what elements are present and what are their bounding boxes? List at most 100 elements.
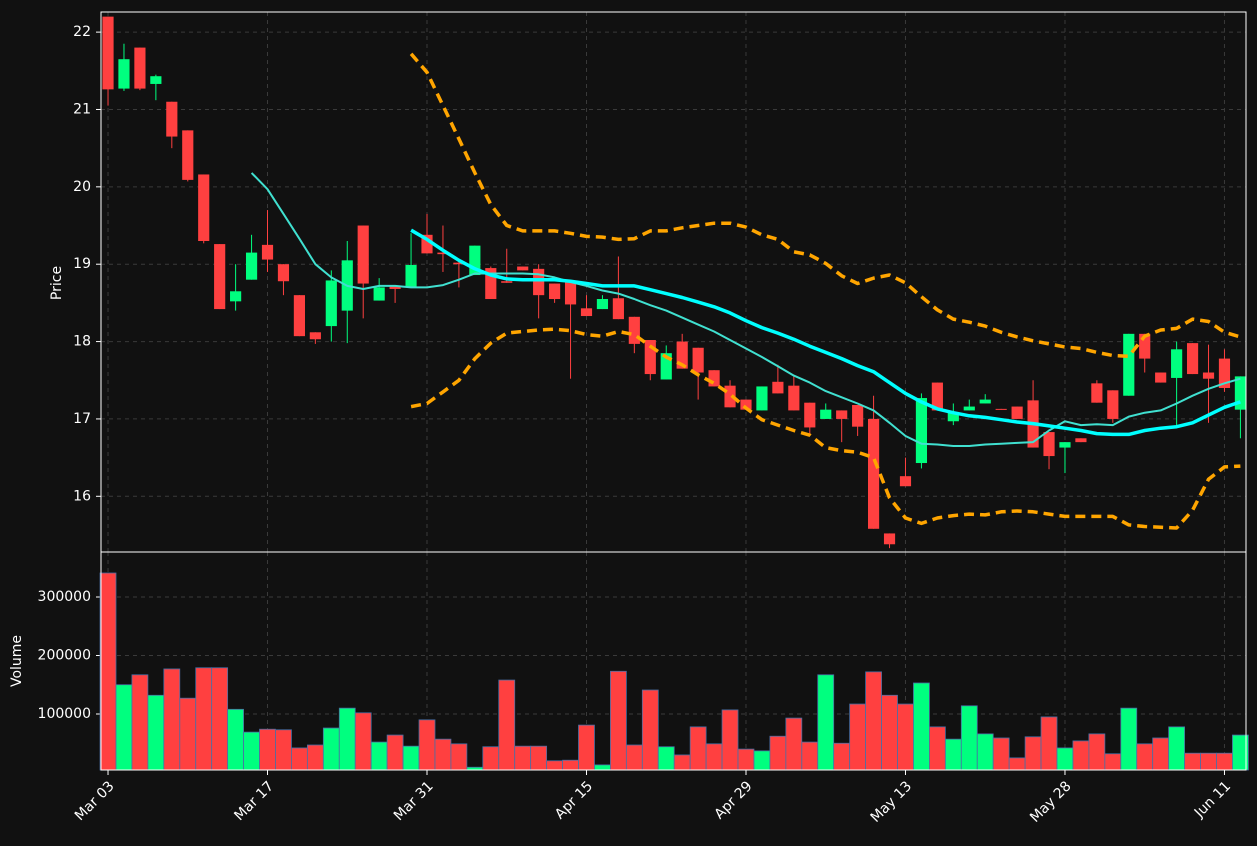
- volume-bar: [1200, 752, 1217, 771]
- candle-body: [947, 411, 959, 422]
- volume-bar: [1056, 747, 1074, 771]
- candle-body: [245, 252, 258, 280]
- volume-bar: [562, 759, 579, 771]
- candle-body: [788, 385, 800, 411]
- candle-body: [277, 264, 290, 282]
- volume-bar: [1040, 716, 1058, 771]
- candle-body: [1139, 333, 1151, 359]
- volume-bar: [115, 684, 133, 771]
- volume-bar: [897, 703, 914, 771]
- y-tick-label: 22: [73, 24, 91, 40]
- volume-bar: [306, 744, 324, 771]
- candle-body: [517, 266, 529, 271]
- y-tick-label: 18: [73, 334, 91, 350]
- candle-body: [118, 59, 130, 89]
- candle-body: [1155, 372, 1167, 383]
- candle-body: [708, 370, 720, 387]
- candle-body: [469, 245, 481, 276]
- candle-body: [325, 280, 337, 327]
- volume-bar: [976, 733, 994, 771]
- candle-body: [724, 385, 736, 408]
- candle-body: [612, 298, 624, 320]
- volume-bar: [259, 728, 276, 771]
- volume-bar: [753, 750, 771, 771]
- volume-bar: [1088, 733, 1106, 771]
- candle-body: [596, 299, 609, 310]
- volume-bar: [578, 724, 595, 771]
- volume-bar: [785, 717, 803, 771]
- volume-bar: [211, 667, 229, 771]
- volume-bar: [99, 572, 117, 771]
- volume-bar: [849, 703, 867, 771]
- y-tick-label: 21: [73, 101, 91, 117]
- candle-body: [309, 332, 321, 340]
- volume-bar: [179, 697, 197, 771]
- volume-bar: [131, 674, 149, 771]
- volume-bar: [944, 738, 962, 771]
- volume-bar: [689, 726, 707, 771]
- candle-body: [1043, 432, 1055, 457]
- y-tick-label: 19: [73, 256, 91, 272]
- volume-bar: [594, 764, 611, 771]
- candle-body: [1171, 349, 1183, 378]
- line: [250, 172, 1241, 447]
- plot-area: [101, 12, 1246, 552]
- candle-body: [182, 130, 194, 180]
- volume-bar: [833, 742, 851, 771]
- volume-bar: [498, 679, 516, 771]
- volume-bar: [450, 743, 468, 771]
- candle-body: [628, 316, 640, 344]
- volume-bar: [1168, 726, 1185, 771]
- candle-body: [198, 174, 210, 241]
- volume-bar: [881, 694, 898, 771]
- candle-body: [756, 386, 768, 411]
- candle-body: [580, 308, 593, 317]
- y-tick-label: 16: [73, 488, 91, 504]
- volume-bar: [227, 708, 244, 771]
- y-tick-label: 17: [73, 411, 91, 427]
- volume-bar: [960, 705, 978, 771]
- volume-bar: [737, 748, 755, 771]
- volume-bar: [354, 712, 372, 771]
- axes-frame: [100, 551, 1247, 771]
- candle-body: [692, 347, 704, 373]
- y-tick-label: 20: [73, 179, 91, 195]
- volume-bar: [546, 760, 563, 771]
- volume-bar: [418, 719, 436, 771]
- candle-body: [373, 287, 385, 301]
- candle-body: [1075, 438, 1087, 443]
- candle-body: [1186, 343, 1199, 375]
- line: [410, 327, 1241, 530]
- volume-bar: [402, 745, 420, 771]
- volume-bar: [243, 731, 260, 771]
- candle-body: [1059, 442, 1071, 448]
- candle-body: [1011, 406, 1023, 419]
- volume-bar: [291, 747, 308, 771]
- candle-body: [437, 252, 449, 255]
- volume-bar: [482, 746, 500, 771]
- volume-bar: [865, 671, 882, 771]
- volume-bar: [322, 727, 340, 771]
- volume-bar: [370, 741, 388, 771]
- volume-bar: [1152, 737, 1170, 771]
- candle-body: [357, 225, 369, 284]
- volume-bar: [434, 738, 452, 771]
- candle-body: [979, 399, 991, 404]
- volume-bar: [530, 745, 548, 771]
- candle-body: [134, 47, 146, 89]
- candle-body: [868, 418, 880, 529]
- candle-body: [836, 410, 848, 419]
- candle-body: [230, 291, 242, 302]
- candle-body: [405, 264, 417, 288]
- candle-body: [1123, 333, 1135, 396]
- candle-body: [166, 101, 178, 137]
- candle-body: [1234, 376, 1246, 410]
- volume-bar: [913, 682, 930, 771]
- volume-bar: [1136, 743, 1154, 771]
- y-axis-label: Volume: [9, 635, 25, 687]
- candle-body: [852, 405, 864, 427]
- volume-bar: [147, 694, 165, 771]
- y-tick-label: 300000: [38, 589, 91, 605]
- volume-bar: [801, 741, 819, 771]
